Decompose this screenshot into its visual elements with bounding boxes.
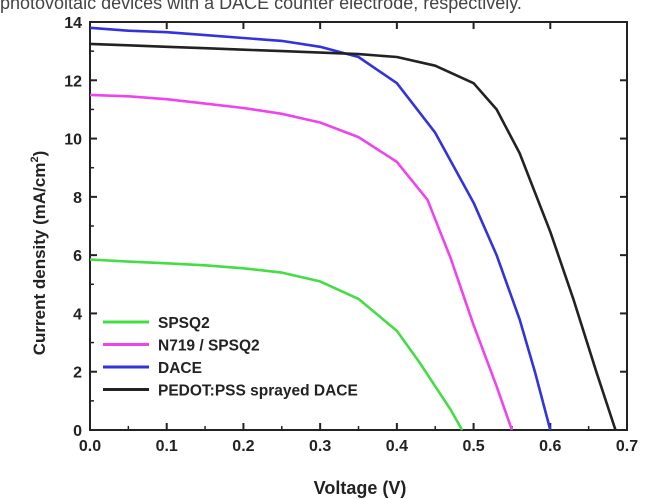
y-tick-label: 8	[73, 190, 82, 207]
x-tick-label: 0.7	[616, 438, 638, 455]
series-line-0	[89, 258, 464, 431]
legend-label-2: DACE	[158, 360, 202, 377]
x-tick-label: 0.0	[79, 438, 101, 455]
y-tick-label: 0	[73, 423, 82, 440]
y-axis-label-close: )	[30, 151, 49, 157]
y-tick-label: 4	[73, 306, 82, 323]
y-tick-label: 14	[64, 15, 82, 32]
series-line-2	[89, 26, 552, 431]
x-tick-label: 0.3	[309, 438, 331, 455]
series-layer	[89, 26, 617, 431]
series-line-3	[89, 42, 617, 431]
legend-label-3: PEDOT:PSS sprayed DACE	[158, 383, 358, 400]
y-tick-label: 12	[64, 73, 82, 90]
legend-label-1: N719 / SPSQ2	[158, 338, 260, 355]
caption-fragment: photovoltaic devices with a DACE counter…	[0, 0, 522, 13]
legend: SPSQ2 N719 / SPSQ2 DACE PEDOT:PSS sprayed D…	[103, 315, 358, 400]
y-tick-label: 2	[73, 365, 82, 382]
x-tick-label: 0.4	[386, 438, 408, 455]
axes: 0.0 0.1 0.2 0.3 0.4 0.5 0.6 0.7 0 2 4 6 8 10 12 14	[64, 15, 638, 455]
x-tick-label: 0.2	[232, 438, 254, 455]
x-tick-label: 0.1	[156, 438, 178, 455]
y-tick-label: 10	[64, 132, 82, 149]
axis-labels: Voltage (V) Current density (mA/cm2)	[29, 151, 406, 498]
series-line-1	[89, 93, 514, 431]
legend-label-0: SPSQ2	[158, 315, 210, 332]
x-tick-label: 0.5	[462, 438, 484, 455]
y-tick-label: 6	[73, 248, 82, 265]
y-axis-label-main: Current density (mA/cm	[30, 163, 49, 356]
y-axis-label-superscript: 2	[29, 156, 41, 162]
y-axis-label: Current density (mA/cm2)	[29, 151, 49, 356]
x-axis-label: Voltage (V)	[314, 478, 407, 498]
x-tick-label: 0.6	[539, 438, 561, 455]
